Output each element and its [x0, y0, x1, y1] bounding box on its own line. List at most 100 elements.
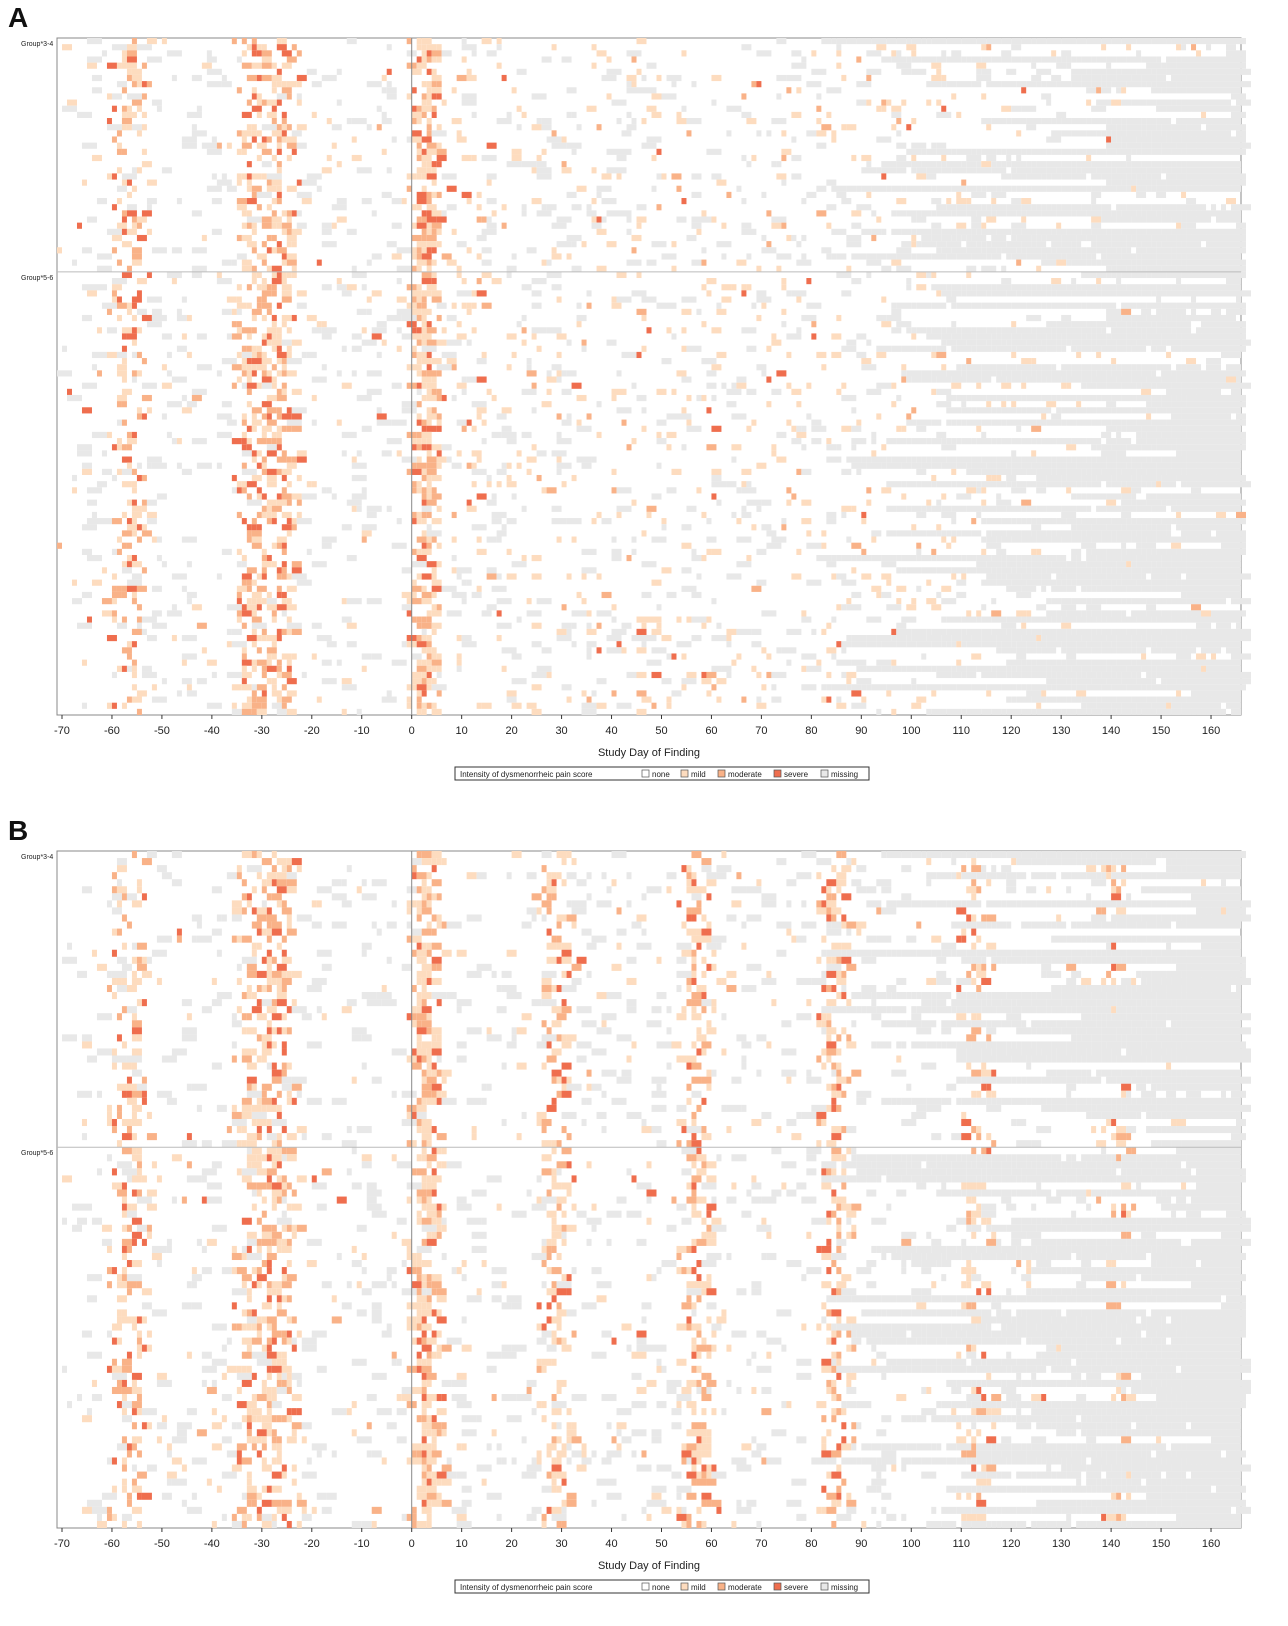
cell-mild [596, 50, 607, 57]
cell-mild [651, 628, 662, 635]
cell-missing [1176, 499, 1182, 506]
cell-missing [1076, 524, 1092, 531]
cell-missing [661, 678, 667, 685]
cell-severe [711, 425, 722, 432]
cell-missing [1216, 130, 1222, 137]
cell-missing [1136, 68, 1152, 75]
cell-missing [741, 111, 752, 119]
cell-missing [1181, 333, 1192, 340]
cell-moderate [116, 148, 122, 155]
cell-missing [1141, 665, 1152, 672]
cell-missing [761, 247, 777, 254]
cell-missing [1051, 74, 1062, 82]
cell-moderate [451, 364, 457, 371]
cell-missing [1131, 659, 1137, 666]
cell-mild [161, 364, 167, 371]
cell-missing [596, 610, 612, 617]
cell-missing [1116, 474, 1132, 482]
cell-missing [1066, 665, 1072, 672]
cell-missing [1231, 591, 1237, 599]
cell-missing [956, 419, 962, 426]
cell-missing [736, 487, 742, 494]
cell-missing [981, 68, 992, 75]
cell-mild [431, 68, 437, 75]
cell-missing [931, 665, 937, 672]
cell-severe [141, 413, 147, 420]
cell-missing [861, 554, 872, 562]
cell-mild [106, 431, 112, 439]
cell-missing [1201, 68, 1207, 75]
cell-mild [431, 191, 437, 199]
cell-missing [1121, 419, 1127, 426]
cell-missing [691, 81, 697, 88]
cell-mild [1031, 548, 1037, 555]
cell-missing [1096, 585, 1112, 592]
cell-missing [1201, 536, 1217, 543]
cell-mild [1226, 198, 1237, 205]
cell-missing [1151, 548, 1157, 555]
cell-severe [241, 610, 252, 617]
cell-missing [241, 382, 247, 389]
cell-missing [321, 678, 337, 685]
cell-moderate [256, 659, 267, 666]
cell-missing [146, 634, 157, 642]
cell-missing [1036, 456, 1052, 463]
cell-missing [1131, 161, 1142, 168]
cell-severe [571, 382, 582, 389]
cell-missing [676, 641, 692, 648]
cell-mild [426, 413, 437, 420]
cell-mild [676, 118, 687, 125]
cell-mild [641, 118, 647, 125]
cell-missing [911, 216, 917, 223]
cell-missing [941, 462, 957, 469]
cell-missing [336, 370, 342, 377]
cell-missing [641, 407, 647, 414]
cell-missing [556, 376, 562, 383]
cell-severe [386, 68, 392, 75]
cell-mild [551, 44, 557, 51]
cell-missing [1096, 321, 1107, 328]
cell-missing [976, 185, 982, 192]
cell-mild [436, 456, 447, 463]
cell-missing [866, 68, 882, 75]
cell-severe [281, 50, 292, 57]
cell-mild [926, 598, 937, 605]
cell-missing [896, 62, 912, 69]
cell-missing [781, 321, 787, 328]
cell-mild [846, 265, 852, 272]
cell-moderate [276, 247, 287, 254]
cell-missing [1031, 56, 1042, 63]
cell-mild [391, 253, 402, 260]
cell-moderate [271, 438, 277, 445]
cell-moderate [426, 653, 432, 660]
cell-mild [251, 628, 257, 635]
cell-mild [491, 278, 502, 285]
cell-missing [816, 554, 832, 562]
cell-severe [431, 247, 437, 254]
cell-mild [781, 148, 792, 155]
cell-mild [266, 481, 277, 488]
cell-missing [846, 38, 857, 45]
cell-severe [256, 50, 262, 57]
cell-missing [1231, 548, 1246, 555]
cell-missing [1121, 542, 1127, 549]
cell-moderate [126, 431, 132, 439]
cell-missing [521, 388, 537, 395]
cell-mild [281, 81, 287, 88]
cell-missing [1226, 118, 1241, 125]
cell-missing [1216, 148, 1232, 155]
cell-missing [1201, 438, 1217, 445]
cell-missing [346, 598, 362, 605]
cell-missing [1041, 438, 1057, 445]
cell-missing [1161, 314, 1167, 322]
cell-missing [286, 622, 302, 629]
cell-missing [1231, 148, 1246, 155]
cell-missing [1161, 148, 1172, 155]
cell-missing [966, 505, 982, 512]
cell-missing [686, 425, 702, 432]
cell-missing [1106, 505, 1122, 512]
cell-missing [1196, 591, 1202, 599]
cell-mild [116, 364, 127, 371]
cell-mild [911, 118, 917, 125]
cell-missing [856, 678, 872, 685]
